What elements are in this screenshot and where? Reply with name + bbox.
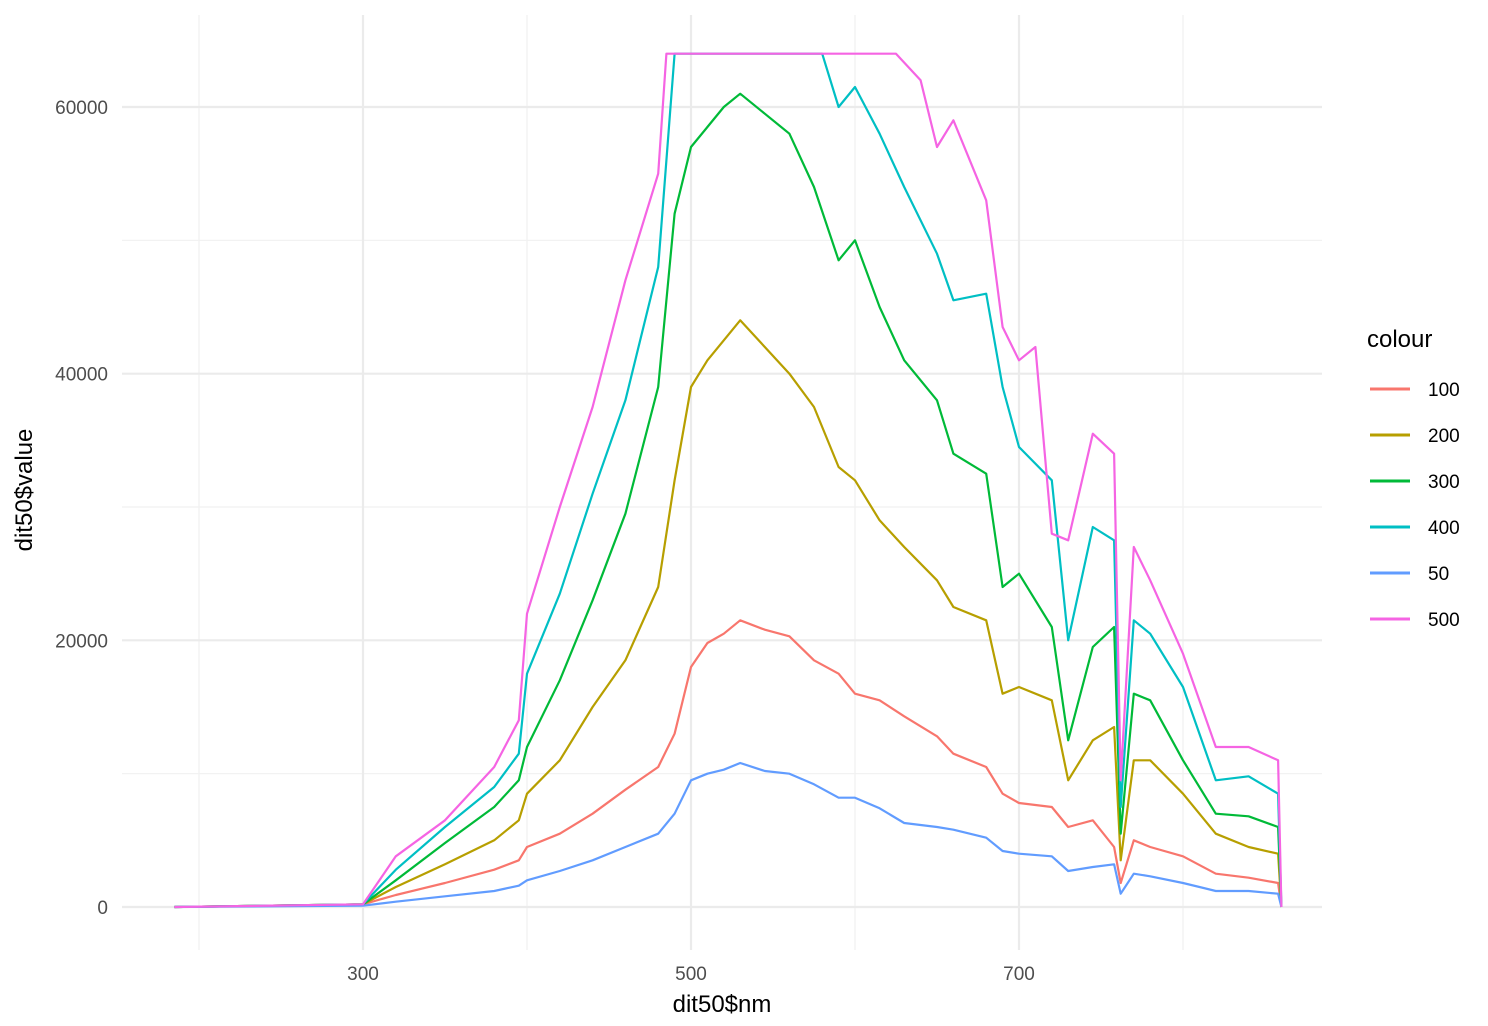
y-tick-label: 40000 — [55, 365, 108, 386]
legend-label: 400 — [1428, 518, 1460, 539]
legend-item-50: 50 — [1370, 564, 1449, 585]
grid-lines — [122, 15, 1322, 950]
series-line-500 — [174, 52, 1283, 909]
legend-label: 500 — [1428, 610, 1460, 631]
legend-item-500: 500 — [1370, 610, 1460, 631]
series-lines — [174, 52, 1283, 909]
series-line-100 — [174, 619, 1283, 909]
y-axis-ticks: 0 20000 40000 60000 — [55, 98, 108, 919]
series-line-300 — [174, 92, 1283, 909]
x-tick-label: 500 — [675, 964, 707, 985]
y-axis-title: dit50$value — [11, 429, 38, 552]
x-axis-title: dit50$nm — [673, 991, 772, 1018]
y-tick-label: 60000 — [55, 98, 108, 119]
legend-title: colour — [1367, 326, 1432, 353]
y-tick-label: 20000 — [55, 631, 108, 652]
legend-label: 200 — [1428, 426, 1460, 447]
series-line-200 — [174, 319, 1283, 909]
legend-item-200: 200 — [1370, 426, 1460, 447]
legend-item-300: 300 — [1370, 472, 1460, 493]
legend-items: 100 200 300 400 50 500 — [1370, 380, 1460, 631]
x-tick-label: 300 — [347, 964, 379, 985]
legend-item-100: 100 — [1370, 380, 1460, 401]
x-tick-label: 700 — [1003, 964, 1035, 985]
legend-label: 100 — [1428, 380, 1460, 401]
legend-label: 300 — [1428, 472, 1460, 493]
series-line-400 — [174, 52, 1283, 909]
series-line-50 — [174, 761, 1283, 909]
legend: colour 100 200 300 400 50 500 — [1367, 326, 1460, 631]
x-axis-ticks: 300 500 700 — [347, 964, 1035, 985]
legend-label: 50 — [1428, 564, 1449, 585]
y-tick-label: 0 — [97, 898, 108, 919]
legend-item-400: 400 — [1370, 518, 1460, 539]
